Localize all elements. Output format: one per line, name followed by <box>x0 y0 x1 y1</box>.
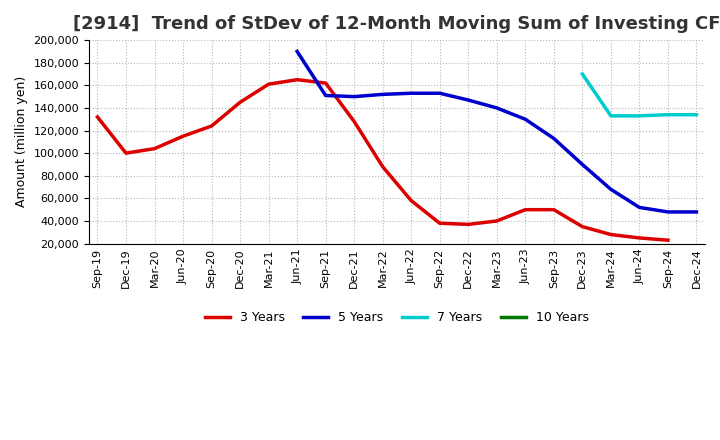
5 Years <box>350 94 359 99</box>
3 Years <box>464 222 472 227</box>
3 Years <box>321 81 330 86</box>
Line: 3 Years: 3 Years <box>97 80 668 240</box>
7 Years <box>692 112 701 117</box>
3 Years <box>606 232 615 237</box>
3 Years <box>150 146 159 151</box>
5 Years <box>521 117 530 122</box>
7 Years <box>664 112 672 117</box>
3 Years <box>293 77 302 82</box>
Legend: 3 Years, 5 Years, 7 Years, 10 Years: 3 Years, 5 Years, 7 Years, 10 Years <box>199 306 594 329</box>
5 Years <box>293 49 302 54</box>
5 Years <box>464 97 472 103</box>
5 Years <box>635 205 644 210</box>
3 Years <box>179 134 187 139</box>
5 Years <box>606 187 615 192</box>
5 Years <box>664 209 672 215</box>
Y-axis label: Amount (million yen): Amount (million yen) <box>15 76 28 208</box>
5 Years <box>407 91 415 96</box>
5 Years <box>692 209 701 215</box>
7 Years <box>578 71 587 77</box>
3 Years <box>549 207 558 213</box>
3 Years <box>664 238 672 243</box>
Line: 7 Years: 7 Years <box>582 74 696 116</box>
5 Years <box>436 91 444 96</box>
5 Years <box>578 162 587 167</box>
Line: 5 Years: 5 Years <box>297 51 696 212</box>
5 Years <box>492 105 501 110</box>
3 Years <box>436 220 444 226</box>
Title: [2914]  Trend of StDev of 12-Month Moving Sum of Investing CF: [2914] Trend of StDev of 12-Month Moving… <box>73 15 720 33</box>
5 Years <box>379 92 387 97</box>
5 Years <box>549 136 558 141</box>
7 Years <box>635 113 644 118</box>
3 Years <box>207 123 216 128</box>
3 Years <box>93 114 102 120</box>
3 Years <box>407 198 415 203</box>
3 Years <box>235 99 244 105</box>
5 Years <box>321 93 330 98</box>
3 Years <box>521 207 530 213</box>
3 Years <box>264 81 273 87</box>
3 Years <box>350 119 359 124</box>
3 Years <box>122 150 130 156</box>
3 Years <box>635 235 644 241</box>
3 Years <box>379 164 387 169</box>
7 Years <box>606 113 615 118</box>
3 Years <box>492 218 501 224</box>
3 Years <box>578 224 587 229</box>
